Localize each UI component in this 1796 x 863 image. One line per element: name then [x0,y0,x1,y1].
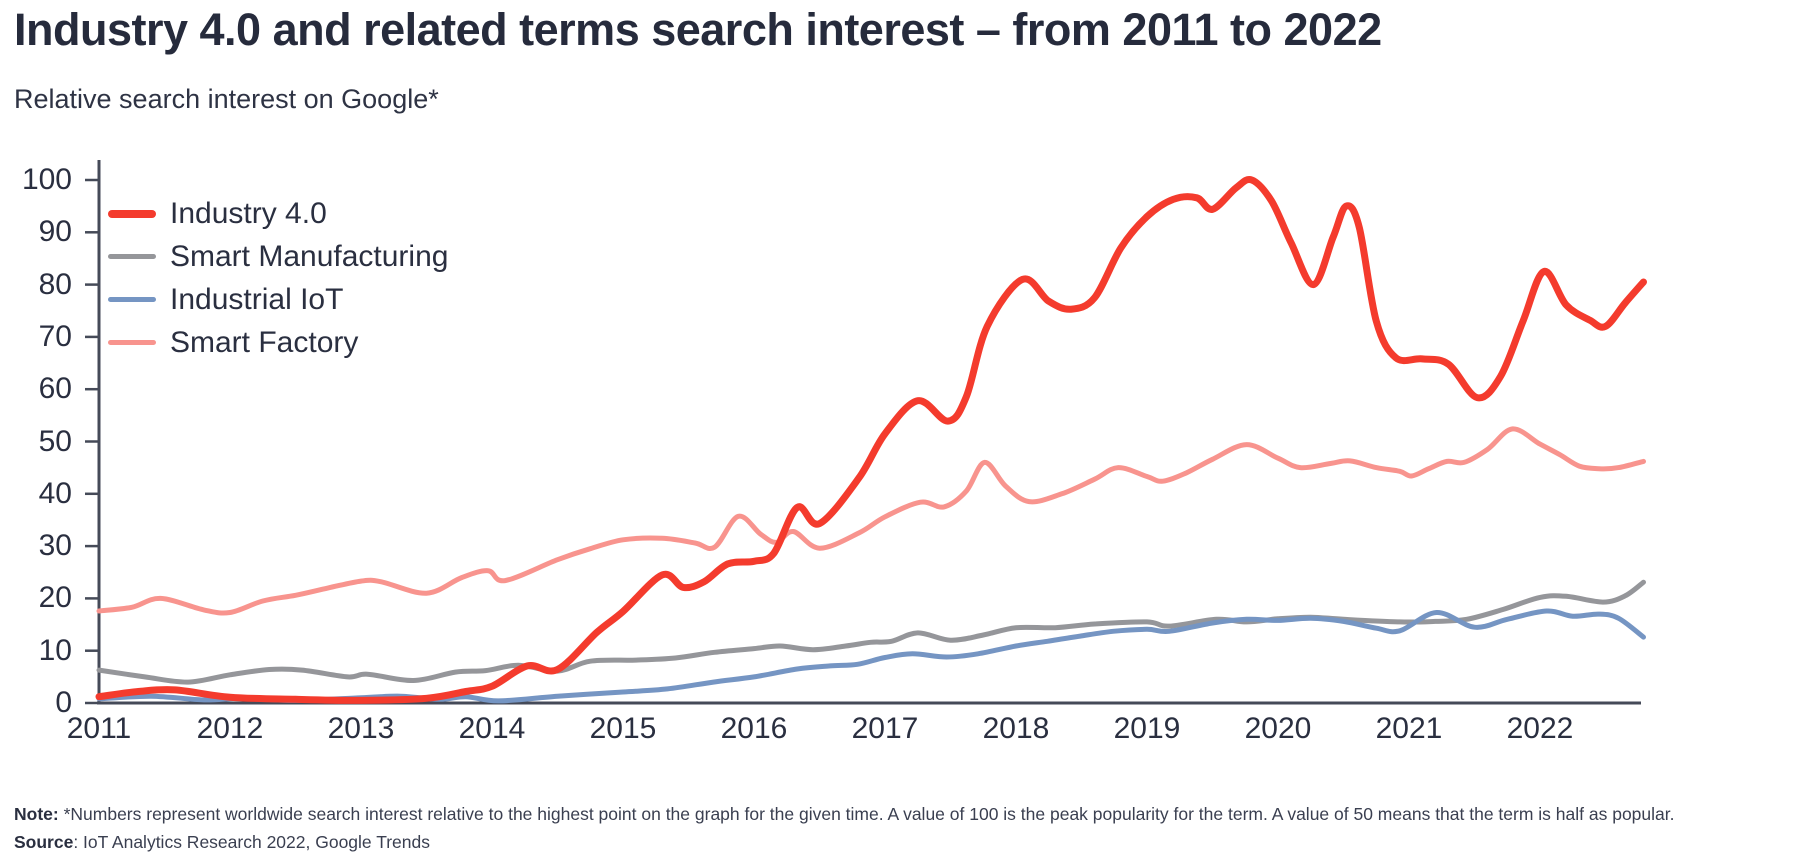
note-text: Note: *Numbers represent worldwide searc… [14,804,1675,824]
legend-item-industrial-iot: Industrial IoT [108,278,448,321]
legend: Industry 4.0 Smart Manufacturing Industr… [108,192,448,364]
y-tick-label: 100 [21,163,72,196]
legend-swatch-smart-factory [108,339,156,346]
legend-swatch-industrial-iot [108,296,156,303]
x-tick-label: 2022 [1506,712,1574,745]
y-tick-label: 50 [38,424,72,458]
x-tick-label: 2017 [851,712,919,745]
x-tick-label: 2021 [1375,712,1443,745]
x-tick-label: 2018 [982,712,1050,745]
y-tick-label: 90 [38,215,72,249]
legend-item-smart-manufacturing: Smart Manufacturing [108,235,448,278]
series-line-industry-4-0 [95,176,1647,704]
plot-area [85,160,1647,705]
x-tick-label: 2014 [458,712,526,745]
x-tick-label: 2016 [720,712,788,745]
x-tick-label: 2015 [589,712,657,745]
source-text: Source: IoT Analytics Research 2022, Goo… [14,832,431,852]
y-tick-label: 20 [38,581,72,615]
y-tick-label: 30 [38,529,72,563]
x-tick-label: 2012 [196,712,264,745]
y-tick-label: 80 [38,267,72,301]
chart-subtitle: Relative search interest on Google* [14,84,439,114]
x-tick-label: 2011 [66,712,132,745]
legend-item-smart-factory: Smart Factory [108,321,448,364]
x-tick-label: 2020 [1244,712,1312,745]
legend-label: Industry 4.0 [170,196,327,230]
y-tick-label: 0 [55,686,72,719]
chart-title: Industry 4.0 and related terms search in… [14,4,1382,55]
y-tick-label: 10 [38,633,72,667]
line-chart: 0 10 20 30 40 50 60 70 80 90 100 2011 2012 2013 2014 20… [21,160,1647,745]
y-tick-label: 40 [38,476,72,510]
x-tick-label: 2013 [327,712,395,745]
legend-item-industry-4-0: Industry 4.0 [108,192,448,235]
legend-label: Smart Factory [170,325,359,359]
note-label: Note: [14,804,59,824]
series-line-smart-factory [96,426,1646,616]
x-tick-label: 2019 [1113,712,1181,745]
series-line-smart-manufacturing [96,579,1646,685]
y-tick-label: 60 [38,372,72,406]
y-tick-label: 70 [38,319,72,353]
legend-swatch-industry-4-0 [108,209,156,218]
legend-label: Smart Manufacturing [170,239,449,273]
legend-swatch-smart-manufacturing [108,253,156,260]
series-line-industrial-iot [96,608,1646,704]
source-label: Source [14,832,74,852]
legend-label: Industrial IoT [170,282,344,316]
